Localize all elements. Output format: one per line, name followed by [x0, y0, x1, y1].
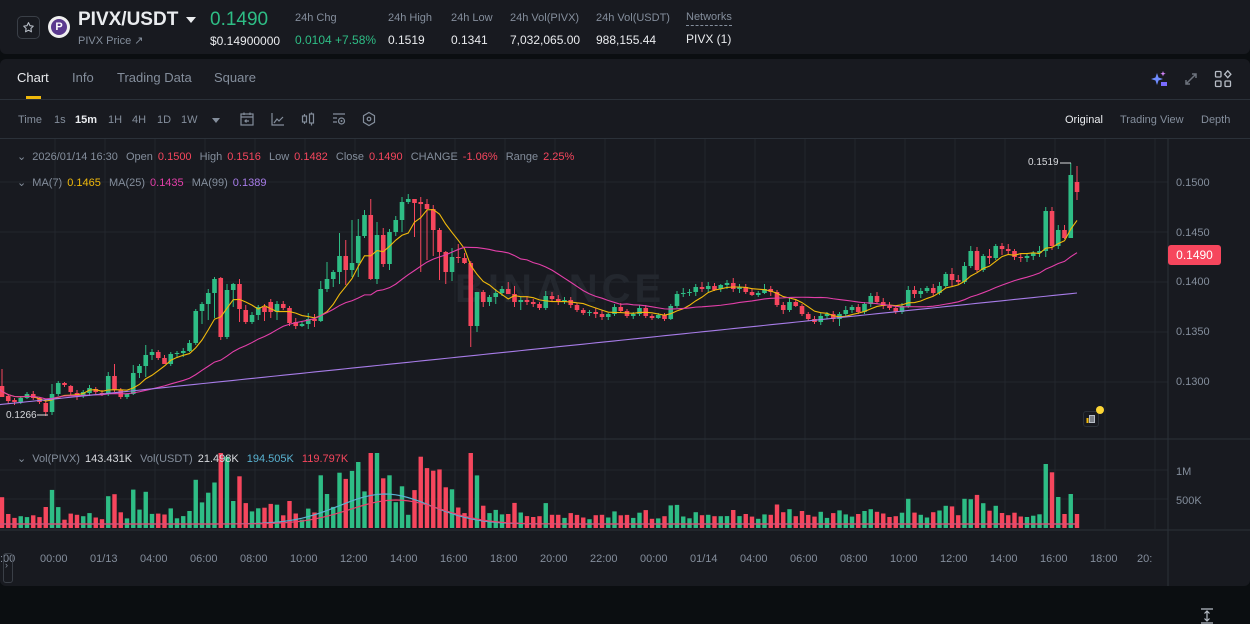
time-axis-label: 22:00 — [590, 553, 618, 565]
stat-24h-vol-usdt: 24h Vol(USDT) 988,155.44 — [596, 12, 670, 47]
timeframe-1w[interactable]: 1W — [181, 114, 198, 126]
time-axis-label: 08:00 — [840, 553, 868, 565]
timeframe-1h[interactable]: 1H — [108, 114, 123, 126]
stat-24h-change: 24h Chg 0.0104 +7.58% — [295, 12, 377, 47]
chart-settings-list-icon[interactable] — [331, 111, 347, 127]
time-axis-label: 06:00 — [190, 553, 218, 565]
price-axis-label: 0.1350 — [1176, 326, 1210, 338]
active-tab-indicator — [26, 96, 41, 99]
last-price: 0.1490 — [210, 9, 269, 30]
date-range-icon[interactable] — [239, 111, 255, 127]
time-axis-label: 01/14 — [690, 553, 718, 565]
timeframe-time[interactable]: Time — [18, 114, 43, 126]
price-axis-label: 0.1450 — [1176, 227, 1210, 239]
view-original[interactable]: Original — [1065, 114, 1103, 126]
ma-legend: ⌄ MA(7) 0.1465 MA(25) 0.1435 MA(99) 0.1389 — [17, 177, 267, 189]
tab-trading-data[interactable]: Trading Data — [117, 70, 192, 85]
price-axis-label: 0.1400 — [1176, 276, 1210, 288]
time-axis-label: 12:00 — [340, 553, 368, 565]
chart-toolbar: Time 1s 15m 1H 4H 1D 1W Original Trading… — [0, 100, 1250, 139]
expand-sidebar-handle[interactable]: › — [3, 553, 13, 583]
time-axis-label: 10:00 — [290, 553, 318, 565]
time-axis-label: 08:00 — [240, 553, 268, 565]
favorite-button[interactable] — [17, 16, 40, 39]
time-axis-label: 06:00 — [790, 553, 818, 565]
ticker-header: P PIVX/USDT PIVX Price ↗ 0.1490 $0.14900… — [0, 0, 1250, 54]
time-axis-label: 12:00 — [940, 553, 968, 565]
volume-axis-label: 1M — [1176, 466, 1192, 478]
volume-axis-label: 500K — [1176, 495, 1202, 507]
chart-panel: Chart Info Trading Data Square Time 1s 1… — [0, 59, 1250, 624]
time-axis-label: 00:00 — [640, 553, 668, 565]
ai-sparkle-icon[interactable] — [1150, 70, 1168, 88]
low-marker-label: 0.1266 — [6, 410, 37, 421]
notes-icon — [1086, 415, 1095, 423]
notification-dot — [1096, 406, 1104, 414]
networks-info[interactable]: Networks PIVX (1) — [686, 11, 732, 46]
high-marker-label: 0.1519 — [1028, 157, 1059, 168]
time-axis-label: 10:00 — [890, 553, 918, 565]
ohlc-legend: ⌄ 2026/01/14 16:30 Open 0.1500 High 0.1516… — [17, 151, 575, 163]
current-price-tag: 0.1490 — [1168, 245, 1221, 265]
stat-24h-high: 24h High 0.1519 — [388, 12, 433, 47]
price-axis-label: 0.1300 — [1176, 376, 1210, 388]
last-price-usd: $0.14900000 — [210, 34, 281, 48]
time-axis-label: 18:00 — [490, 553, 518, 565]
time-axis-label: 01/13 — [90, 553, 118, 565]
time-axis-label: 16:00 — [1040, 553, 1068, 565]
timeframe-1s[interactable]: 1s — [54, 114, 66, 126]
caret-down-icon — [186, 17, 197, 23]
star-icon — [23, 22, 34, 33]
volume-legend: ⌄ Vol(PIVX) 143.431K Vol(USDT) 21.498K 194… — [17, 453, 349, 465]
stat-24h-low: 24h Low 0.1341 — [451, 12, 493, 47]
view-trading-view[interactable]: Trading View — [1120, 114, 1184, 126]
pair-selector[interactable]: PIVX/USDT — [78, 9, 197, 31]
time-axis-label: 04:00 — [740, 553, 768, 565]
tab-chart[interactable]: Chart — [17, 70, 49, 85]
tab-square[interactable]: Square — [214, 70, 256, 85]
time-axis-label: 20: — [1137, 553, 1153, 565]
timeframe-more-dropdown[interactable] — [212, 118, 220, 123]
timeframe-15m[interactable]: 15m — [75, 114, 98, 126]
price-axis-label: 0.1500 — [1176, 177, 1210, 189]
candlestick-chart[interactable]: BINANCE ⌄ 2026/01/14 16:30 Open 0.1500 Hi… — [0, 139, 1250, 624]
time-axis-label: 14:00 — [390, 553, 418, 565]
layout-grid-icon[interactable] — [1214, 70, 1232, 88]
tab-info[interactable]: Info — [72, 70, 94, 85]
auto-scale-icon[interactable] — [1200, 608, 1214, 624]
stat-24h-vol-pivx: 24h Vol(PIVX) 7,032,065.00 — [510, 12, 581, 47]
time-axis-label: 16:00 — [440, 553, 468, 565]
timeframe-1d[interactable]: 1D — [157, 114, 172, 126]
time-axis-label: 20:00 — [540, 553, 568, 565]
time-axis-label: 00:00 — [40, 553, 68, 565]
timeframe-4h[interactable]: 4H — [132, 114, 147, 126]
candle-type-icon[interactable] — [300, 111, 316, 127]
time-axis-label: 14:00 — [990, 553, 1018, 565]
time-axis-label: 18:00 — [1090, 553, 1118, 565]
time-axis-label: 04:00 — [140, 553, 168, 565]
pair-name: PIVX/USDT — [78, 9, 179, 30]
view-depth[interactable]: Depth — [1201, 114, 1231, 126]
settings-hexagon-icon[interactable] — [361, 111, 377, 127]
pivx-coin-logo: P — [48, 16, 70, 38]
indicators-icon[interactable] — [270, 111, 286, 127]
chart-canvas[interactable]: BINANCE — [0, 139, 1250, 586]
panel-tabs: Chart Info Trading Data Square — [0, 59, 1250, 100]
coin-price-link[interactable]: PIVX Price ↗ — [78, 35, 144, 47]
expand-icon[interactable] — [1182, 70, 1200, 88]
notes-button[interactable] — [1083, 411, 1099, 427]
